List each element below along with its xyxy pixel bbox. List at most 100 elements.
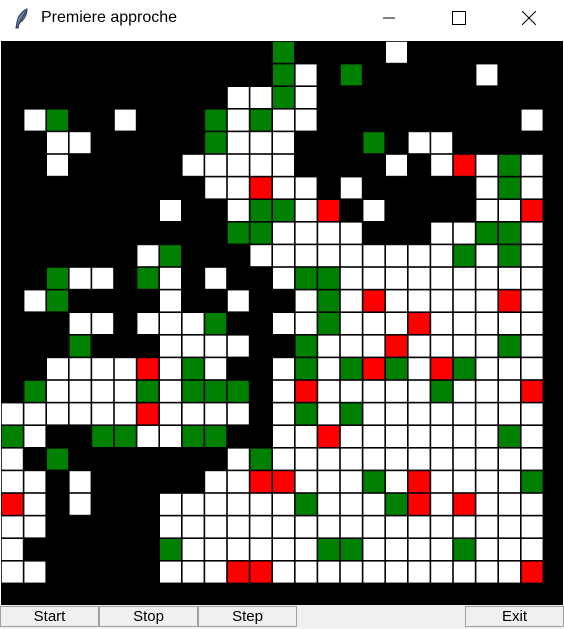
cell-white — [249, 515, 273, 539]
cell-red — [317, 199, 340, 222]
cell-white — [136, 425, 160, 448]
cell-white — [362, 380, 386, 403]
cell-white — [114, 109, 137, 132]
cell-white — [294, 199, 318, 222]
maximize-button[interactable] — [436, 0, 482, 36]
cell-red — [317, 425, 340, 448]
start-button[interactable]: Start — [0, 606, 99, 627]
cell-green — [453, 357, 476, 380]
cell-white — [407, 538, 431, 561]
exit-button[interactable]: Exit — [465, 606, 564, 627]
cell-white — [475, 470, 499, 493]
cell-white — [294, 447, 318, 471]
cell-red — [362, 289, 386, 313]
simulation-canvas[interactable] — [1, 41, 563, 605]
cell-white — [227, 334, 250, 358]
cell-white — [498, 515, 521, 539]
cell-green — [159, 244, 182, 267]
cell-green — [294, 267, 318, 290]
cell-white — [385, 538, 408, 561]
cell-white — [475, 493, 499, 516]
cell-green — [23, 380, 47, 403]
cell-white — [69, 380, 92, 403]
cell-green — [249, 222, 273, 245]
cell-red — [385, 334, 408, 358]
cell-green — [204, 312, 227, 335]
cell-white — [227, 493, 250, 516]
cell-white — [69, 357, 92, 380]
cell-white — [272, 109, 295, 132]
cell-white — [407, 447, 431, 471]
cell-white — [520, 176, 544, 200]
cell-white — [249, 86, 273, 109]
cell-green — [46, 267, 69, 290]
cell-white — [317, 357, 340, 380]
cell-white — [362, 560, 386, 584]
stop-button[interactable]: Stop — [99, 606, 198, 627]
cell-white — [159, 425, 182, 448]
cell-white — [249, 154, 273, 177]
cell-white — [407, 515, 431, 539]
cell-white — [340, 560, 363, 584]
cell-white — [385, 402, 408, 426]
cell-white — [227, 109, 250, 132]
cell-white — [294, 538, 318, 561]
cell-white — [407, 357, 431, 380]
cell-white — [23, 402, 47, 426]
feather-icon — [15, 8, 28, 29]
cell-white — [453, 380, 476, 403]
cell-white — [362, 244, 386, 267]
cell-green — [69, 334, 92, 358]
cell-white — [46, 380, 69, 403]
step-button[interactable]: Step — [198, 606, 297, 627]
cell-white — [385, 425, 408, 448]
cell-white — [385, 515, 408, 539]
cell-white — [159, 199, 182, 222]
cell-white — [159, 402, 182, 426]
cell-white — [520, 312, 544, 335]
cell-white — [317, 470, 340, 493]
cell-white — [317, 222, 340, 245]
cell-white — [294, 109, 318, 132]
cell-white — [204, 176, 227, 200]
cell-red — [294, 380, 318, 403]
minimize-button[interactable] — [366, 0, 412, 36]
cell-white — [385, 244, 408, 267]
cell-white — [498, 199, 521, 222]
cell-white — [227, 154, 250, 177]
cell-white — [340, 267, 363, 290]
cell-white — [204, 402, 227, 426]
cell-white — [475, 357, 499, 380]
cell-white — [453, 312, 476, 335]
cell-white — [159, 312, 182, 335]
cell-green — [453, 538, 476, 561]
cell-white — [340, 222, 363, 245]
cell-green — [182, 357, 205, 380]
cell-white — [453, 402, 476, 426]
close-button[interactable] — [506, 0, 552, 36]
cell-green — [340, 357, 363, 380]
cell-red — [362, 357, 386, 380]
cell-white — [520, 447, 544, 471]
cell-green — [340, 63, 363, 87]
cell-white — [340, 425, 363, 448]
cell-white — [46, 402, 69, 426]
cell-white — [453, 447, 476, 471]
cell-white — [498, 312, 521, 335]
cell-white — [340, 493, 363, 516]
cell-white — [204, 560, 227, 584]
cell-white — [272, 131, 295, 154]
cell-white — [272, 560, 295, 584]
cell-white — [475, 447, 499, 471]
cell-white — [430, 222, 453, 245]
cell-white — [23, 109, 47, 132]
cell-white — [69, 470, 92, 493]
cell-white — [317, 244, 340, 267]
cell-white — [159, 267, 182, 290]
cell-white — [91, 267, 114, 290]
cell-white — [385, 447, 408, 471]
cell-green — [362, 131, 386, 154]
cell-white — [520, 267, 544, 290]
cell-white — [498, 267, 521, 290]
cell-red — [272, 470, 295, 493]
